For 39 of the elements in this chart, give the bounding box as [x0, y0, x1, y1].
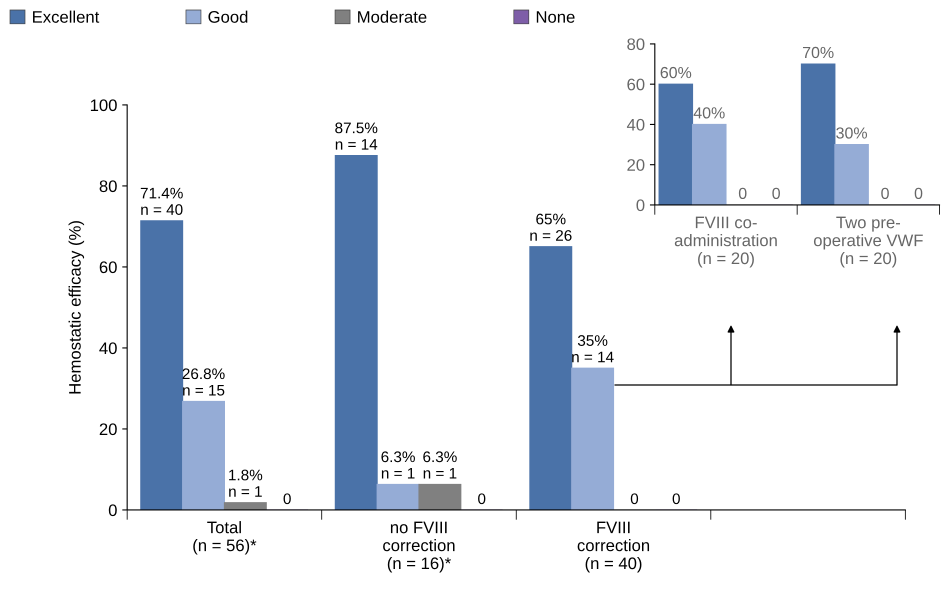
legend-label: None	[536, 11, 575, 23]
y-tick-label: 40	[626, 118, 644, 131]
y-tick-label: 0	[108, 504, 117, 516]
y-tick-label: 20	[627, 159, 644, 171]
legend-label: Good	[208, 10, 248, 23]
data-label: 0	[881, 188, 889, 200]
data-label: 87.5% n = 14	[335, 122, 378, 150]
x-tick-label: no FVIII correction (n = 16)*	[383, 522, 454, 573]
y-tick-label: 60	[627, 78, 644, 90]
y-axis-title: Hemostatic efficacy (%)	[68, 221, 84, 394]
x-tick-label: FVIII co- administration (n = 20)	[674, 216, 777, 268]
data-label: 1.8% n = 1	[229, 470, 262, 497]
data-label: 6.3% n = 1	[423, 451, 457, 478]
data-label: 0	[914, 188, 922, 200]
x-tick-label: FVIII correction (n = 40)	[578, 522, 650, 573]
data-label: 0	[478, 493, 486, 504]
y-tick-label: 80	[627, 38, 644, 50]
y-tick-label: 60	[100, 261, 117, 274]
data-label: 60%	[660, 66, 692, 78]
y-tick-label: 20	[100, 423, 117, 436]
x-tick-label: Two pre- operative VWF (n = 20)	[814, 216, 923, 268]
y-tick-label: 40	[99, 342, 117, 354]
data-label: 6.3% n = 1	[381, 451, 415, 478]
data-label: 0	[772, 188, 780, 200]
data-label: 71.4% n = 40	[140, 188, 183, 215]
data-label: 0	[738, 188, 747, 200]
data-label: 70%	[802, 46, 834, 58]
x-tick-label: Total (n = 56)*	[193, 521, 256, 555]
data-label: 35% n = 14	[572, 335, 614, 362]
y-tick-label: 100	[90, 99, 117, 112]
data-label: 65% n = 26	[530, 214, 572, 241]
data-label: 0	[284, 493, 291, 504]
data-label: 30%	[836, 127, 868, 139]
legend-label: Excellent	[33, 10, 100, 23]
y-tick-label: 80	[100, 180, 117, 192]
legend-label: Moderate	[358, 10, 426, 23]
data-label: 0	[672, 493, 680, 504]
y-tick-label: 0	[636, 199, 644, 212]
data-label: 40%	[694, 107, 725, 119]
